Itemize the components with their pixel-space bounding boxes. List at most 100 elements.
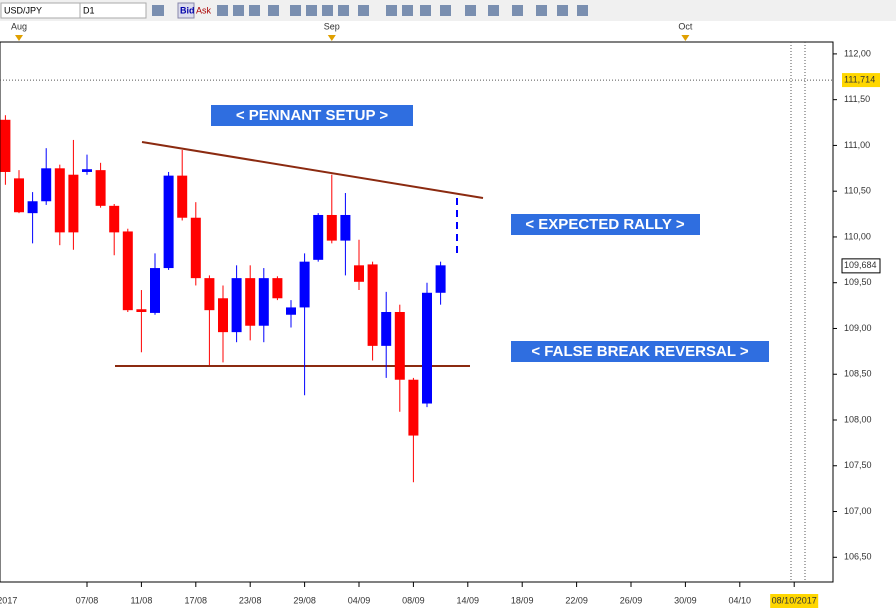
toolbar: USD/JPY D1 Bid Ask — [0, 0, 896, 21]
y-tick-label: 110,00 — [844, 231, 871, 241]
icon[interactable] — [386, 5, 397, 16]
candle-body — [381, 312, 392, 346]
icon[interactable] — [557, 5, 568, 16]
month-label: Aug — [11, 21, 27, 31]
candle-body — [272, 278, 283, 299]
candle-body — [299, 261, 310, 308]
y-tick-label: 108,50 — [844, 369, 872, 379]
x-tick-label: 22/09 — [565, 595, 588, 605]
icon[interactable] — [512, 5, 523, 16]
candle-body — [163, 175, 174, 269]
icon[interactable] — [488, 5, 499, 16]
icon[interactable] — [290, 5, 301, 16]
x-tick-label: 08/10/2017 — [772, 595, 817, 605]
annotation-box — [211, 105, 413, 126]
annotation: < PENNANT SETUP > — [236, 107, 389, 124]
x-tick-label: 26/09 — [620, 595, 643, 605]
ask[interactable]: Ask — [196, 5, 212, 15]
x-tick-label: 07/08 — [76, 595, 99, 605]
candle-body — [286, 307, 296, 315]
marker-price-label: 111,714 — [844, 74, 875, 84]
y-tick-label: 111,00 — [844, 140, 870, 150]
y-tick-label: 110,50 — [844, 186, 871, 196]
annotation: < EXPECTED RALLY > — [525, 216, 684, 233]
x-tick-label: 11/08 — [130, 595, 152, 605]
x-tick-label: 14/09 — [457, 595, 480, 605]
x-tick-label: 04/10 — [729, 595, 752, 605]
icon[interactable] — [233, 5, 244, 16]
candle-body — [177, 175, 188, 218]
icon[interactable] — [268, 5, 279, 16]
candle-body — [422, 292, 432, 404]
month-marker — [15, 35, 23, 41]
candle-body — [109, 205, 120, 233]
candle-body — [190, 217, 201, 279]
candle-body — [82, 169, 92, 172]
candle-body — [245, 278, 256, 326]
month-label: Oct — [678, 21, 693, 31]
annotation-box — [511, 214, 700, 235]
candle-body — [68, 174, 79, 233]
icon[interactable] — [152, 5, 164, 16]
annotation: < FALSE BREAK REVERSAL > — [531, 343, 749, 360]
x-tick-label: 29/08 — [293, 595, 316, 605]
x-label-highlight — [770, 594, 819, 608]
candle-body — [408, 379, 419, 436]
icon[interactable] — [536, 5, 547, 16]
candle-body — [14, 178, 24, 213]
bid: Bid — [180, 5, 195, 15]
toolbar-icons — [152, 5, 588, 16]
y-tick-label: 107,50 — [844, 460, 872, 470]
icon[interactable] — [338, 5, 349, 16]
icon[interactable] — [577, 5, 588, 16]
y-tick-label: 111,50 — [844, 94, 870, 104]
icon[interactable] — [402, 5, 413, 16]
symbol: USD/JPY — [4, 5, 42, 15]
candle-body — [258, 278, 269, 326]
x-tick-label: 27/07/2017 — [0, 595, 17, 605]
icon[interactable] — [322, 5, 333, 16]
candle-body — [354, 265, 364, 282]
x-tick-label: 23/08 — [239, 595, 262, 605]
marker-price-box — [842, 73, 880, 88]
candle-body — [54, 168, 65, 233]
month-marker — [327, 35, 336, 41]
timeframe: D1 — [83, 5, 95, 15]
candle-body — [326, 214, 337, 241]
icon[interactable] — [440, 5, 451, 16]
plot-area — [0, 41, 834, 583]
last-price-label: 109,684 — [844, 260, 877, 270]
month-label: Sep — [324, 21, 340, 31]
y-tick-label: 106,50 — [844, 552, 872, 562]
y-tick-label: 109,00 — [844, 323, 872, 333]
y-tick-label: 109,50 — [844, 277, 872, 287]
candle-body — [435, 265, 446, 293]
icon[interactable] — [249, 5, 260, 16]
candle-body — [0, 119, 11, 172]
icon[interactable] — [306, 5, 317, 16]
annotations: < PENNANT SETUP > < EXPECTED RALLY > < F… — [211, 105, 769, 362]
bid-button[interactable] — [177, 2, 195, 19]
candle-body — [41, 168, 52, 202]
x-tick-label: 04/09 — [348, 595, 371, 605]
candle-body — [313, 214, 324, 260]
timeframe-select[interactable] — [79, 2, 147, 19]
icon[interactable] — [217, 5, 228, 16]
candle-body — [340, 214, 351, 241]
x-tick-label: 08/09 — [402, 595, 425, 605]
y-tick-label: 108,00 — [844, 414, 872, 424]
y-tick-label: 112,00 — [844, 48, 871, 58]
candle-body — [150, 268, 160, 313]
x-tick-label: 30/09 — [674, 595, 697, 605]
y-tick-label: 107,00 — [844, 506, 872, 516]
resistance-line — [141, 141, 484, 199]
candle-body — [204, 278, 215, 311]
icon[interactable] — [420, 5, 431, 16]
icon[interactable] — [465, 5, 476, 16]
candle-body — [95, 170, 106, 206]
icon[interactable] — [358, 5, 369, 16]
candle-body — [218, 298, 228, 333]
candle-body — [231, 278, 242, 333]
last-price-box — [841, 258, 881, 274]
